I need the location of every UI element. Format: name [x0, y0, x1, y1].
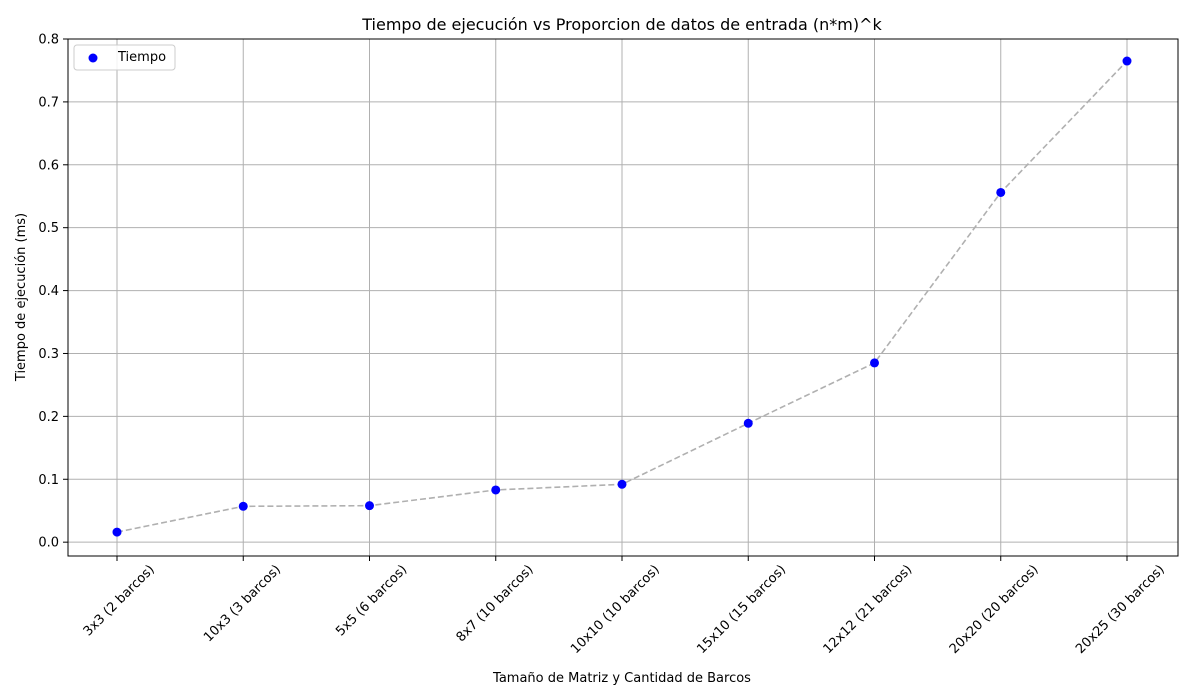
x-tick-label: 5x5 (6 barcos)	[333, 562, 410, 639]
x-axis-ticks: 3x3 (2 barcos) 10x3 (3 barcos) 5x5 (6 barc…	[81, 556, 1168, 657]
x-tick-label: 8x7 (10 barcos)	[454, 562, 537, 645]
y-tick-label: 0.4	[38, 284, 59, 299]
x-tick-label: 10x10 (10 barcos)	[568, 562, 663, 657]
data-point	[617, 479, 627, 489]
chart-title: Tiempo de ejecución vs Proporcion de dat…	[361, 15, 882, 34]
y-tick-label: 0.1	[38, 473, 59, 488]
x-tick-label: 20x20 (20 barcos)	[947, 562, 1042, 657]
data-point	[238, 501, 248, 511]
data-point	[996, 187, 1006, 197]
x-tick-label: 10x3 (3 barcos)	[201, 562, 284, 645]
x-tick-label: 3x3 (2 barcos)	[81, 562, 158, 639]
y-tick-label: 0.7	[38, 95, 59, 110]
legend-label: Tiempo	[117, 50, 166, 65]
x-tick-label: 15x10 (15 barcos)	[694, 562, 789, 657]
legend: Tiempo	[73, 44, 176, 71]
data-point	[491, 485, 501, 495]
y-tick-label: 0.8	[38, 33, 59, 48]
y-axis-ticks: 0.0 0.1 0.2 0.3 0.4 0.5 0.6 0.7 0.8	[38, 33, 68, 551]
y-tick-label: 0.3	[38, 347, 59, 362]
series-points	[112, 56, 1132, 537]
y-axis-label: Tiempo de ejecución (ms)	[14, 213, 29, 382]
y-tick-label: 0.0	[38, 536, 59, 551]
data-point	[1122, 56, 1132, 66]
y-tick-label: 0.6	[38, 158, 59, 173]
legend-box	[73, 44, 176, 71]
plot-frame	[67, 38, 1179, 557]
legend-marker	[88, 53, 98, 63]
x-tick-label: 20x25 (30 barcos)	[1073, 562, 1168, 657]
data-point	[365, 501, 374, 511]
x-tick-label: 12x12 (21 barcos)	[821, 562, 916, 657]
data-point	[743, 418, 753, 428]
data-point	[870, 358, 879, 368]
grid-lines	[68, 38, 1178, 556]
x-axis-label: Tamaño de Matriz y Cantidad de Barcos	[492, 671, 751, 686]
data-point	[112, 527, 122, 537]
y-tick-label: 0.5	[38, 221, 59, 236]
y-tick-label: 0.2	[38, 410, 59, 425]
